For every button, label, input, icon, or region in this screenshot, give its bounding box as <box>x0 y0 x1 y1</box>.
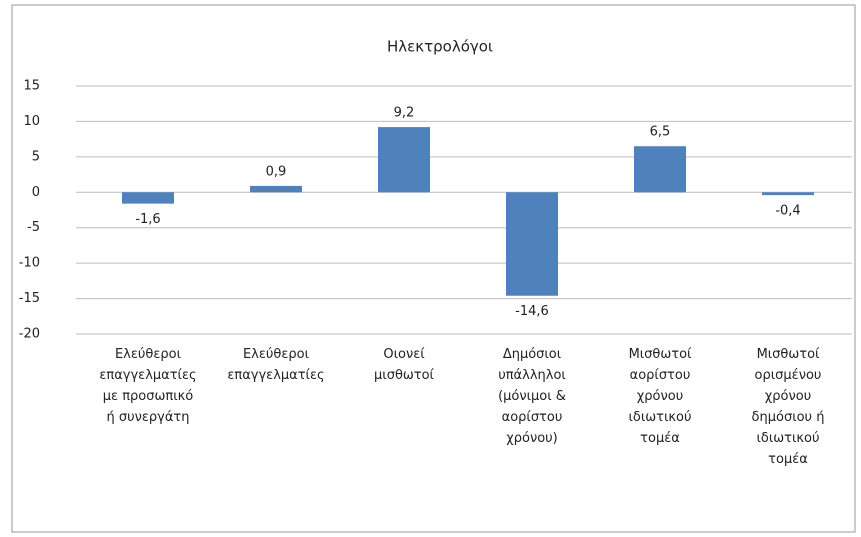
data-label: 9,2 <box>394 106 415 121</box>
y-tick-label: -5 <box>27 220 40 235</box>
bar <box>506 192 558 296</box>
x-tick-label: Ελεύθεροι επαγγελματίες με προσωπικό ή συνε… <box>99 347 196 425</box>
bar <box>378 127 430 193</box>
x-tick-label: Δημόσιοι υπάλληλοι (μόνιμοι & αορίστου χρόνο… <box>498 347 566 446</box>
bar <box>762 192 814 196</box>
data-label: -0,4 <box>775 204 800 219</box>
y-tick-label: 10 <box>23 114 40 129</box>
bar <box>634 146 686 193</box>
x-tick-label: Ελεύθεροι επαγγελματίες <box>227 347 324 383</box>
chart-frame <box>11 4 856 533</box>
x-tick-label: Μισθωτοί αορίστου χρόνου ιδιωτικού τομέα <box>628 347 692 446</box>
data-label: -1,6 <box>135 212 160 227</box>
y-tick-label: -10 <box>19 256 40 271</box>
data-label: 6,5 <box>650 125 671 140</box>
bar <box>250 185 302 193</box>
data-label: -14,6 <box>515 304 549 319</box>
y-tick-label: -15 <box>19 291 40 306</box>
bar <box>122 192 174 204</box>
y-tick-label: 0 <box>32 185 40 200</box>
x-tick-label: Οιονεί μισθωτοί <box>374 347 435 383</box>
y-tick-label: 5 <box>32 149 40 164</box>
x-tick-label: Μισθωτοί ορισμένου χρόνου δημόσιου ή ιδιωτικ… <box>752 347 825 467</box>
chart-title: Ηλεκτρολόγοι <box>387 38 493 56</box>
y-tick-label: 15 <box>23 79 40 94</box>
y-tick-label: -20 <box>19 327 40 342</box>
data-label: 0,9 <box>266 164 287 179</box>
